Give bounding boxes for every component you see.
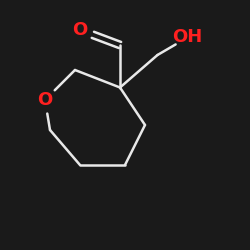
Text: OH: OH [172,28,203,46]
Text: O: O [38,91,52,109]
Text: O: O [72,21,88,39]
